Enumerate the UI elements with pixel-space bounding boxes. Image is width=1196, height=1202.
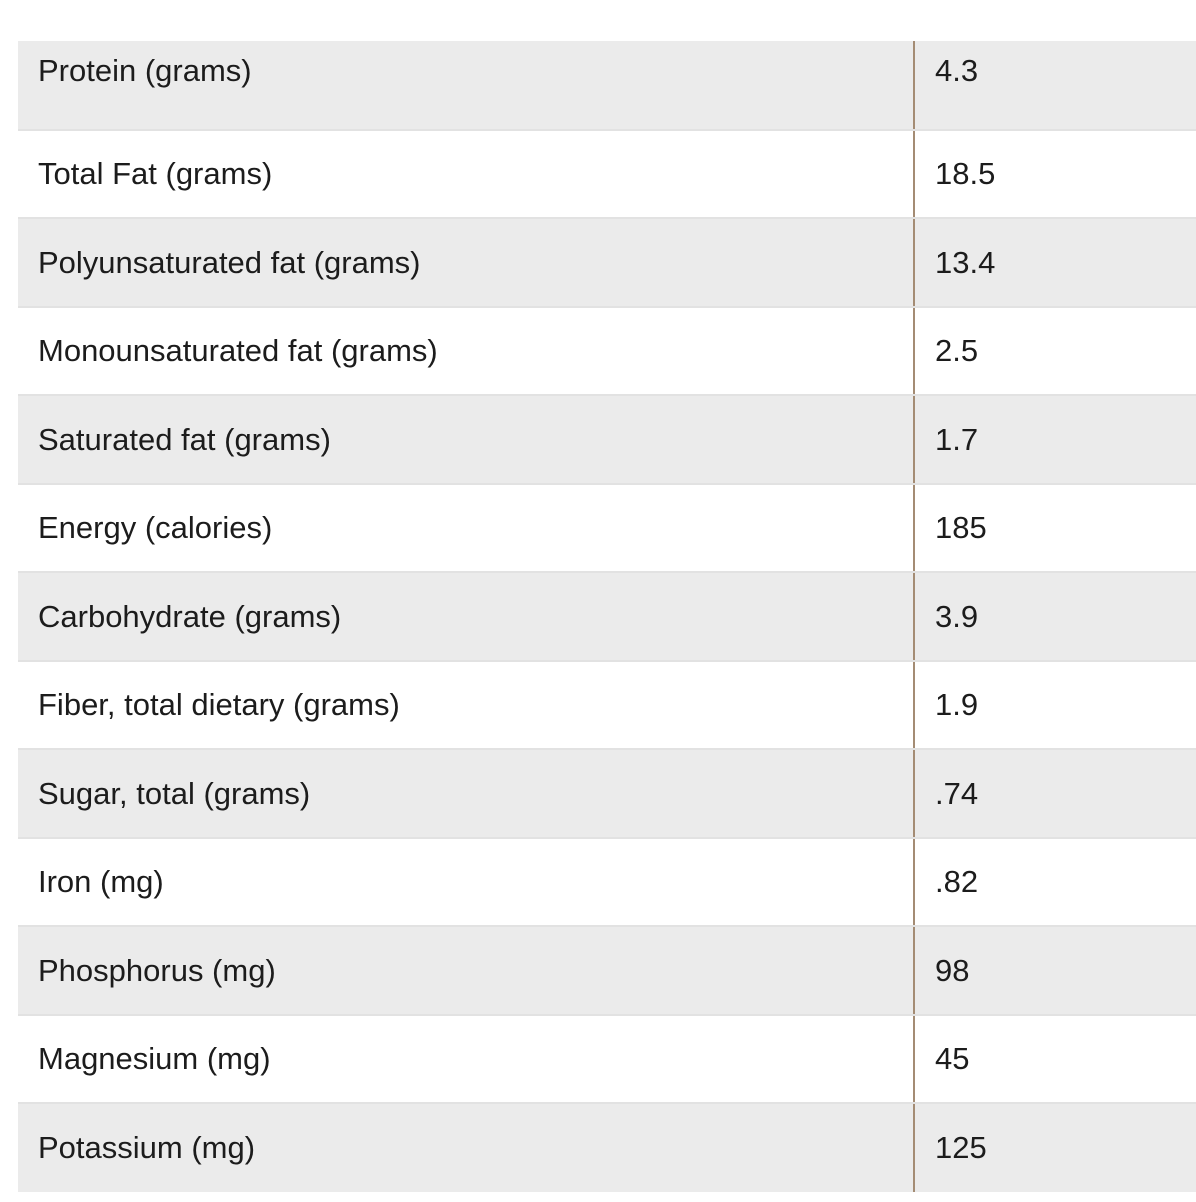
nutrient-value-cell: 98: [914, 926, 1196, 1016]
nutrient-value: .74: [935, 775, 979, 811]
table-row: Iron (mg) .82: [18, 837, 1196, 927]
nutrient-value-cell: 45: [914, 1014, 1196, 1104]
nutrient-value: .82: [935, 864, 979, 900]
nutrient-name: Phosphorus (mg): [38, 952, 276, 988]
nutrient-name: Fiber, total dietary (grams): [38, 687, 400, 723]
table-row: Saturated fat (grams) 1.7: [18, 395, 1196, 485]
table-row: Polyunsaturated fat (grams) 13.4: [18, 218, 1196, 308]
nutrient-name: Energy (calories): [38, 510, 273, 546]
nutrient-name: Protein (grams): [38, 53, 252, 89]
nutrient-value-cell: 125: [914, 1103, 1196, 1192]
nutrient-name: Magnesium (mg): [38, 1041, 271, 1077]
table-row: Sugar, total (grams) .74: [18, 749, 1196, 839]
nutrient-name: Potassium (mg): [38, 1130, 256, 1166]
nutrient-value: 45: [935, 1041, 970, 1077]
nutrient-name-cell: Fiber, total dietary (grams): [18, 660, 915, 750]
nutrient-value-cell: 1.7: [914, 395, 1196, 485]
nutrient-name-cell: Energy (calories): [18, 483, 915, 573]
nutrient-name-cell: Protein (grams): [18, 41, 915, 131]
nutrient-value-cell: 1.9: [914, 660, 1196, 750]
nutrient-name-cell: Phosphorus (mg): [18, 926, 915, 1016]
table-row: Total Fat (grams) 18.5: [18, 129, 1196, 219]
nutrient-name: Saturated fat (grams): [38, 421, 331, 457]
table-row: Fiber, total dietary (grams) 1.9: [18, 660, 1196, 750]
nutrient-value-cell: 18.5: [914, 129, 1196, 219]
nutrient-name: Polyunsaturated fat (grams): [38, 244, 421, 280]
nutrient-value: 13.4: [935, 244, 996, 280]
nutrient-name: Total Fat (grams): [38, 156, 273, 192]
nutrient-value-cell: 185: [914, 483, 1196, 573]
table-row: Magnesium (mg) 45: [18, 1014, 1196, 1104]
nutrient-value: 1.9: [935, 687, 979, 723]
nutrient-value-cell: .82: [914, 837, 1196, 927]
table-row: Potassium (mg) 125: [18, 1103, 1196, 1192]
nutrient-name-cell: Sugar, total (grams): [18, 749, 915, 839]
nutrient-value: 1.7: [935, 421, 979, 457]
table-row: Monounsaturated fat (grams) 2.5: [18, 306, 1196, 396]
nutrient-name: Sugar, total (grams): [38, 775, 311, 811]
nutrient-value: 185: [935, 510, 987, 546]
nutrient-value: 98: [935, 952, 970, 988]
nutrient-name-cell: Monounsaturated fat (grams): [18, 306, 915, 396]
nutrient-name: Carbohydrate (grams): [38, 598, 342, 634]
nutrient-name-cell: Magnesium (mg): [18, 1014, 915, 1104]
nutrient-value: 2.5: [935, 333, 979, 369]
nutrient-value: 3.9: [935, 598, 979, 634]
table-row: Protein (grams) 4.3: [18, 41, 1196, 131]
nutrient-value-cell: 2.5: [914, 306, 1196, 396]
nutrient-value: 18.5: [935, 156, 996, 192]
nutrient-value-cell: 4.3: [914, 41, 1196, 131]
nutrient-name-cell: Potassium (mg): [18, 1103, 915, 1192]
table-row: Phosphorus (mg) 98: [18, 926, 1196, 1016]
table-row: Energy (calories) 185: [18, 483, 1196, 573]
nutrition-table-body: Protein (grams) 4.3 Total Fat (grams) 18…: [18, 41, 1196, 1192]
nutrient-value: 125: [935, 1130, 987, 1166]
nutrient-name-cell: Iron (mg): [18, 837, 915, 927]
nutrient-name: Monounsaturated fat (grams): [38, 333, 438, 369]
table-row: Carbohydrate (grams) 3.9: [18, 572, 1196, 662]
nutrient-value-cell: 13.4: [914, 218, 1196, 308]
nutrient-name-cell: Saturated fat (grams): [18, 395, 915, 485]
nutrient-name-cell: Carbohydrate (grams): [18, 572, 915, 662]
nutrient-value-cell: 3.9: [914, 572, 1196, 662]
nutrient-value: 4.3: [935, 53, 979, 89]
nutrition-table: Protein (grams) 4.3 Total Fat (grams) 18…: [18, 41, 1196, 1192]
nutrient-name: Iron (mg): [38, 864, 164, 900]
nutrient-value-cell: .74: [914, 749, 1196, 839]
nutrient-name-cell: Total Fat (grams): [18, 129, 915, 219]
nutrient-name-cell: Polyunsaturated fat (grams): [18, 218, 915, 308]
